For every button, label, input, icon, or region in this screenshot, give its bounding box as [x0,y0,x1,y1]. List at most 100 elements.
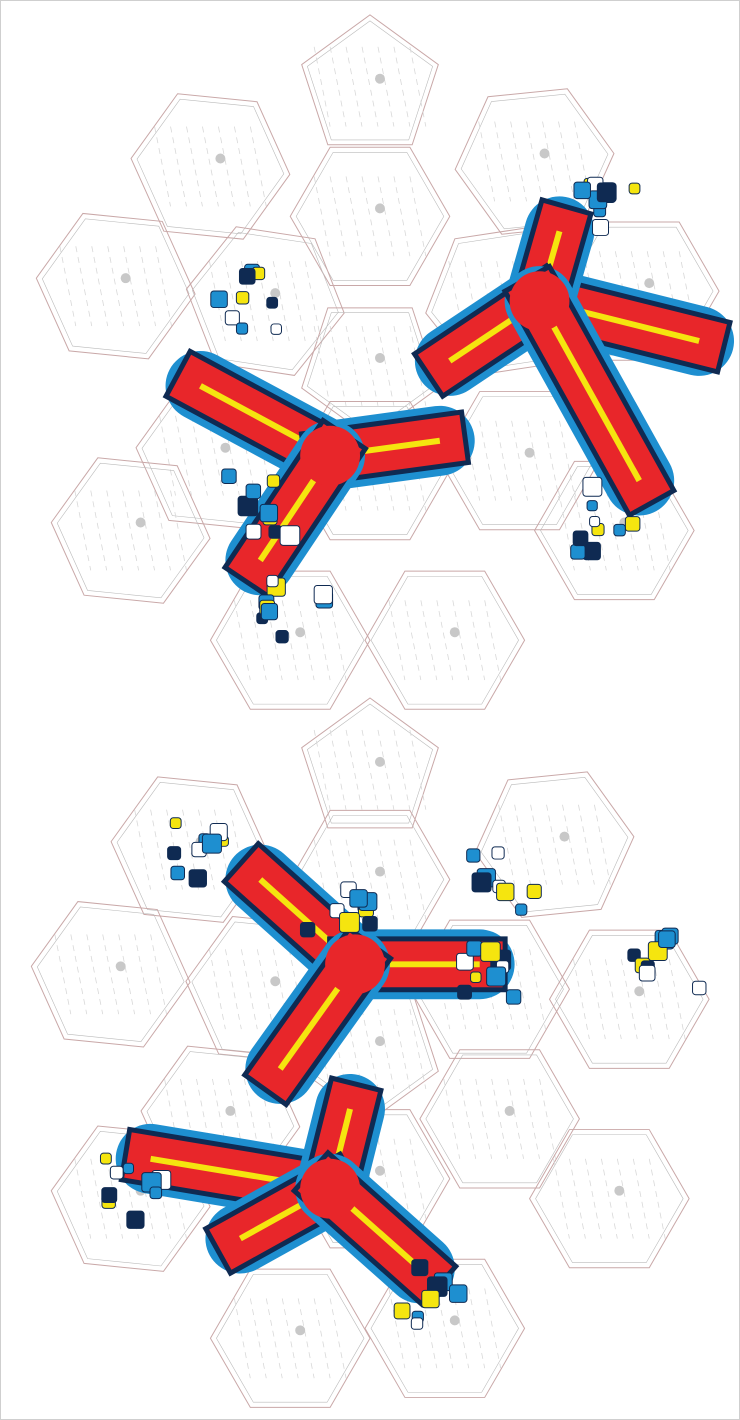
square-confetti [170,865,185,881]
square-confetti [259,503,279,523]
square-confetti [505,989,522,1005]
panel-hatch-line [54,934,72,1015]
square-confetti [201,833,222,854]
panel-hatch-line [107,246,125,327]
square-confetti [456,952,474,971]
panel-hatch-line [313,729,331,810]
panel-hatch-line [632,1158,650,1239]
square-confetti [299,922,316,938]
circle-dot [374,866,385,877]
panel-hatch-line [329,325,347,406]
circle-dot [449,627,460,638]
panel-inner-outline [191,232,339,371]
red-hub [300,425,361,486]
panel-hatch-line [668,959,686,1040]
panel-hatch-line [569,1158,586,1239]
panel-hatch-line [542,121,559,202]
square-confetti [266,296,279,309]
square-confetti [270,323,282,335]
circle-dot [374,73,385,84]
panel-hatch-line [186,126,203,207]
panel-hatch-line [529,949,546,1030]
panel-hatch-line [478,121,496,202]
panel-inner-outline [535,1134,684,1263]
square-confetti [275,630,289,644]
yellow-streak [536,299,642,483]
square-confetti [628,182,641,195]
panel-hatch-line [484,600,502,681]
panel-hatch-line [329,1298,347,1379]
panel-hatch-line [91,246,109,327]
square-confetti [466,848,481,863]
square-confetti [582,476,603,497]
panel-inner-outline [425,1054,574,1184]
panel-hatch-line [155,246,172,327]
square-confetti [245,523,262,540]
panel-hatch-line [510,121,527,202]
panel-hatch-line [652,959,670,1040]
panel-hatch-line [70,934,88,1015]
panel-hatch-line [150,809,167,890]
circle-dot [295,1325,306,1336]
square-confetti [638,964,656,982]
panel-hatch-line [123,246,141,327]
square-confetti [466,940,483,957]
panel-hatch-line [118,934,136,1015]
square-confetti [586,500,598,512]
panel-hatch-line [209,261,226,342]
panel-inner-outline [370,575,519,705]
panel-hatch-line [313,46,331,127]
circle-dot [634,986,645,997]
hexagon-panel [50,457,211,604]
panel-hatch-line [409,729,427,810]
panel-inner-outline [307,312,433,433]
panel-hatch-line [361,1009,379,1090]
hexagon-panel [35,212,196,360]
circle-dot [524,447,535,458]
square-confetti [221,468,237,484]
panel-hatch-line [459,1078,477,1159]
panel-hatch-line [233,1298,251,1379]
square-confetti [573,181,591,200]
panel-hatch-line [209,949,226,1030]
hexagon-panel [209,570,371,710]
square-confetti [470,971,482,983]
hexagon-panel [130,93,291,240]
panel-hatch-line [240,949,258,1030]
circle-dot [614,1185,625,1196]
panel-hatch-line [620,959,638,1040]
panel-hatch-line [304,261,322,342]
square-confetti [393,1302,411,1320]
hexagon-panel [289,146,451,286]
circle-dot [135,517,146,528]
square-confetti [224,310,240,326]
panel-hatch-line [134,809,151,890]
panel-hatch-line [202,126,219,207]
panel-inner-outline [307,703,433,824]
panel-inner-outline [56,462,205,599]
square-confetti [486,966,507,987]
square-confetti [658,930,676,948]
hexagon-panel [209,1268,371,1408]
panel-hatch-line [388,600,406,681]
panel-hatch-line [297,600,315,681]
square-confetti [572,530,589,547]
hexagon-panel [110,776,271,923]
panel-hatch-line [249,1298,267,1379]
square-confetti [410,1317,424,1330]
panel-hatch-line [558,121,575,202]
panel-hatch-line [420,600,438,681]
panel-hatch-line [329,176,347,257]
red-hub [509,271,570,332]
square-confetti [339,912,360,933]
panel-hatch-line [272,261,290,342]
hexagon-panel [364,1258,526,1398]
panel-hatch-line [377,729,395,810]
panel-inner-outline [116,781,265,918]
panel-inner-outline [41,218,190,354]
panel-hatch-line [313,176,331,257]
panel-hatch-line [498,804,515,885]
panel-hatch-line [345,729,363,810]
panel-hatch-line [313,325,331,406]
panel-inner-outline [36,906,185,1042]
